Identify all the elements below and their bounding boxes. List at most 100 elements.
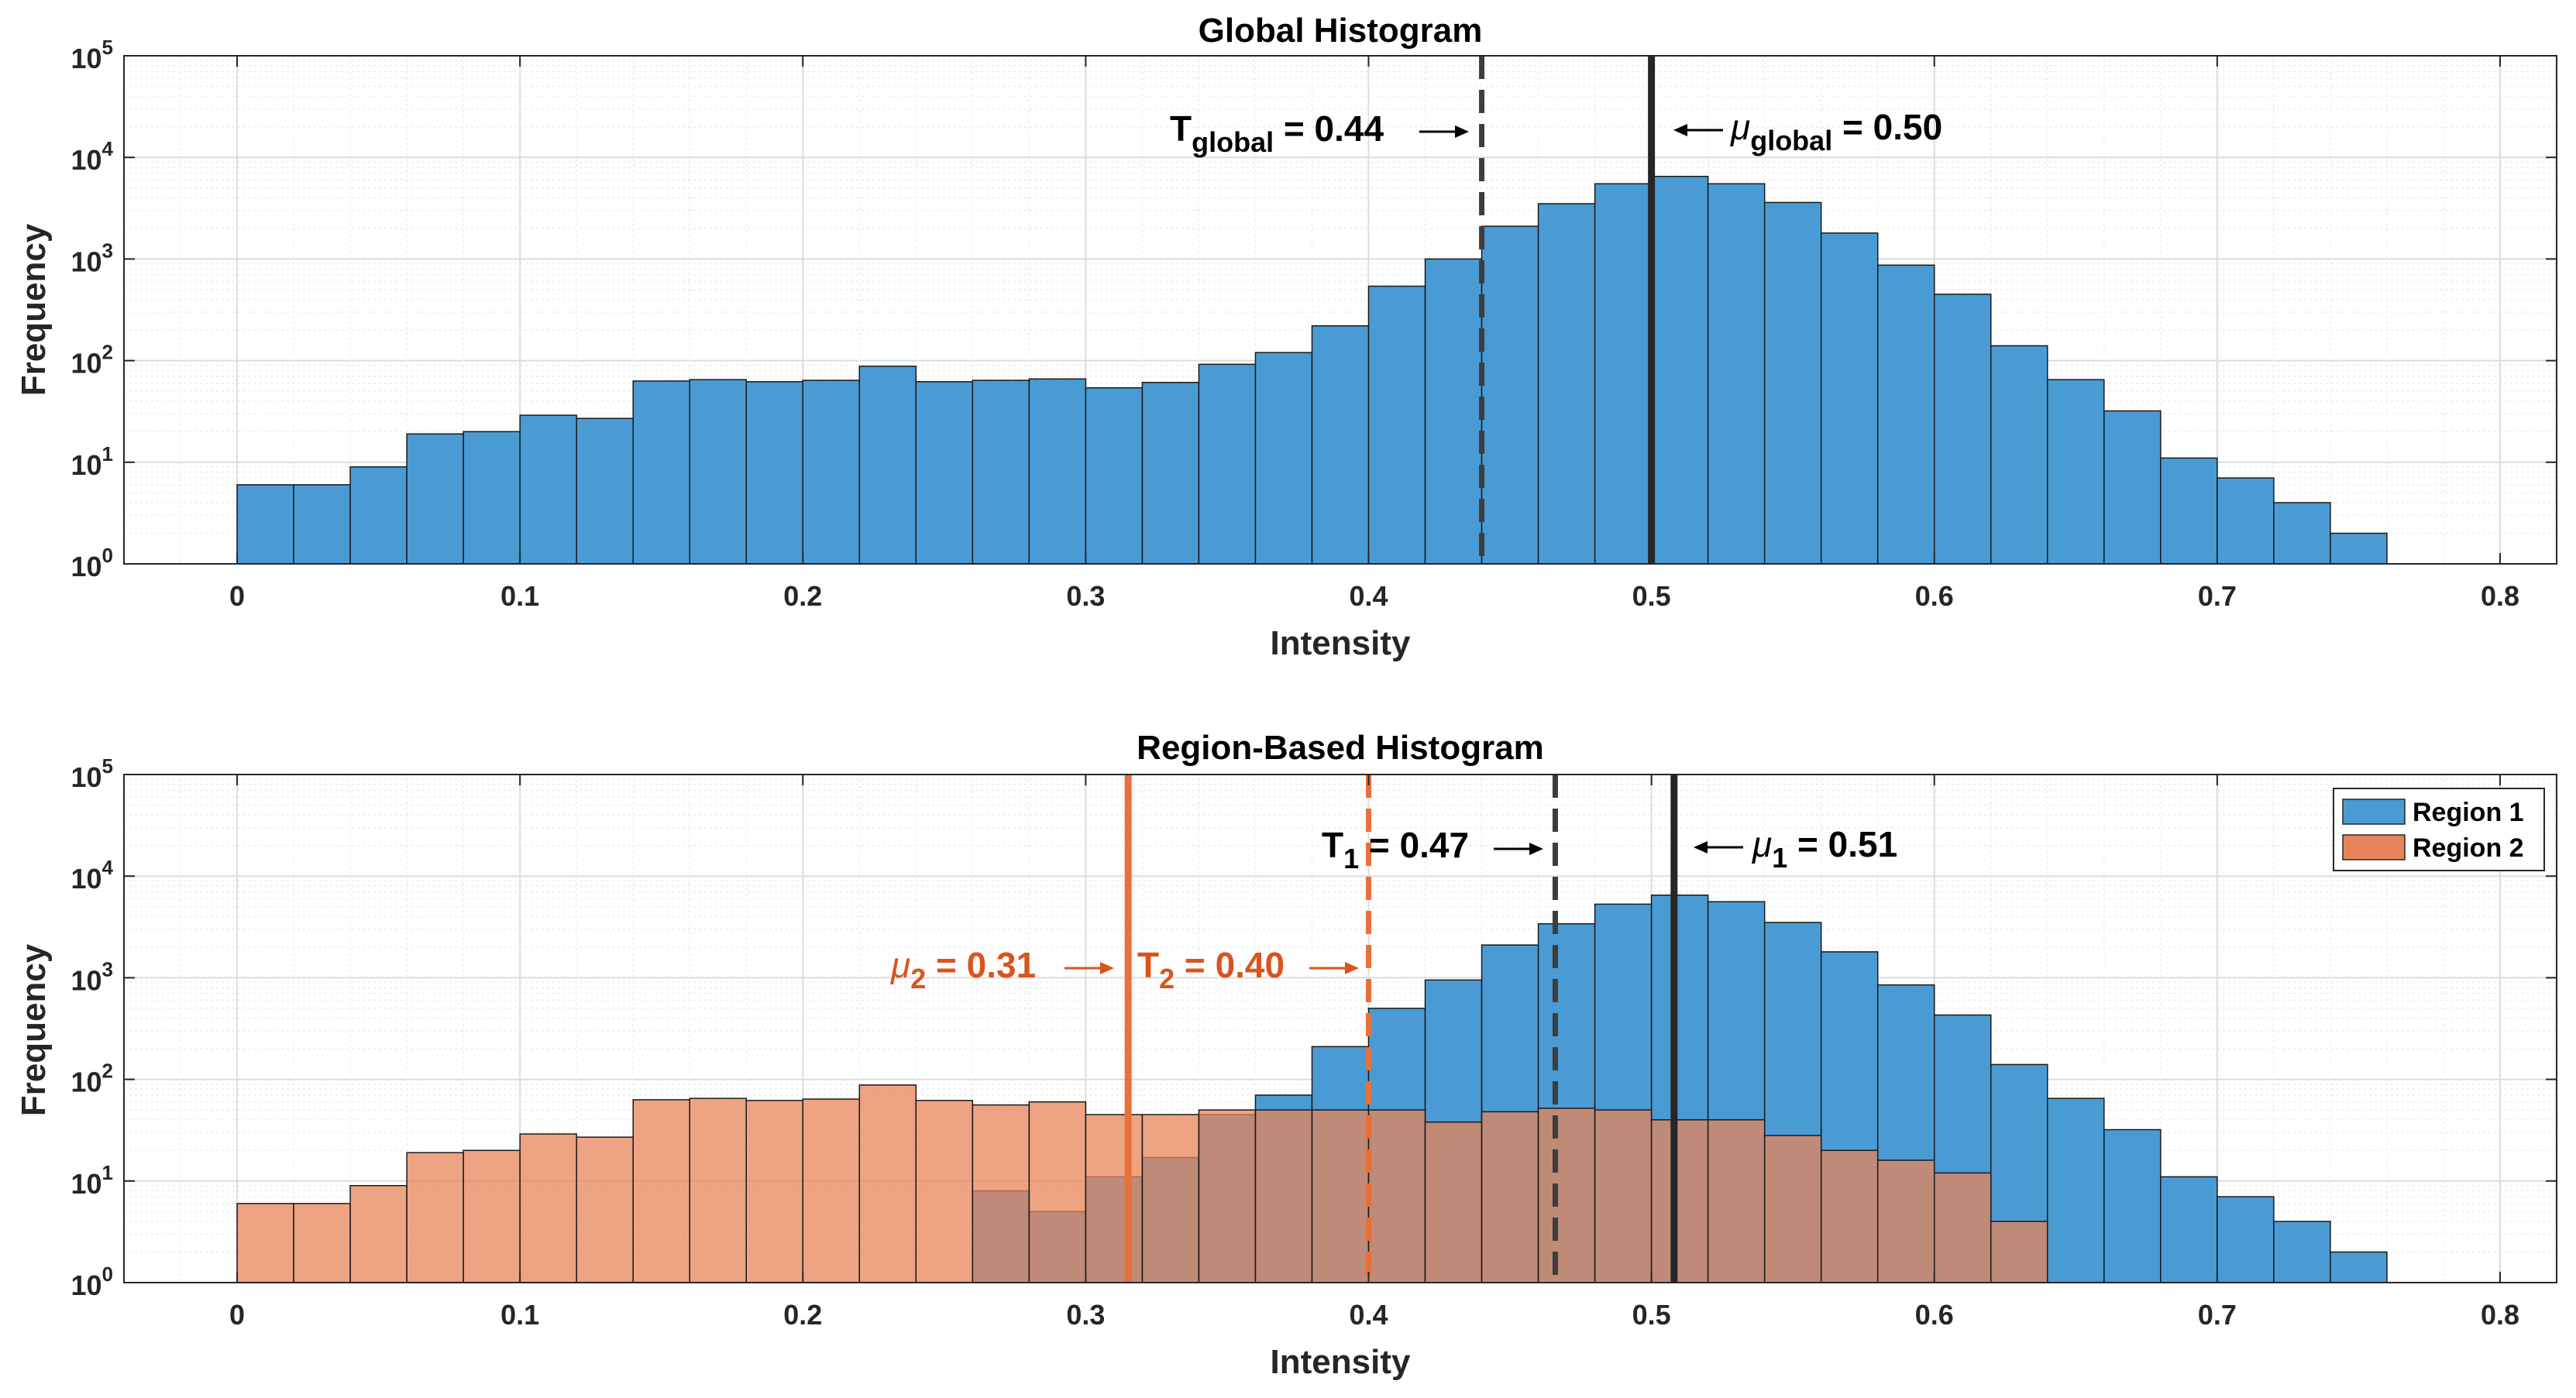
x-axis-label: Intensity	[1271, 624, 1411, 662]
mu2-annotation: μ2 = 0.31	[890, 945, 1114, 994]
legend: Region 1 Region 2	[2333, 788, 2545, 871]
annotation-symbol: T	[1137, 945, 1159, 985]
x-axis-label: Intensity	[1271, 1343, 1411, 1381]
y-tick-label: 103	[71, 239, 113, 277]
histogram-bar	[1537, 203, 1596, 565]
histogram-bar	[915, 381, 974, 565]
histogram-bar	[519, 414, 577, 565]
histogram-bar	[463, 431, 521, 565]
svg-text:T1 = 0.47: T1 = 0.47	[1322, 825, 1469, 874]
svg-text:T2 = 0.40: T2 = 0.40	[1137, 945, 1285, 994]
x-tick-label: 0.5	[1632, 580, 1671, 612]
histogram-bar	[1028, 378, 1087, 565]
histogram-bar	[1367, 1109, 1426, 1283]
bars-region-2	[236, 1084, 2048, 1283]
svg-text:μglobal = 0.50: μglobal = 0.50	[1730, 107, 1942, 156]
histogram-bar	[1254, 1109, 1313, 1283]
histogram-bar	[293, 484, 351, 565]
plot-frame	[123, 55, 2557, 565]
x-tick-label: 0.8	[2481, 580, 2519, 612]
legend-swatch-region-1	[2342, 799, 2406, 825]
y-tick-label: 105	[71, 36, 113, 74]
histogram-bar	[1198, 1109, 1257, 1283]
x-tick-label: 0.4	[1349, 580, 1388, 612]
x-tick-label: 0.3	[1066, 580, 1105, 612]
y-tick-label: 102	[71, 341, 113, 380]
histogram-bar	[915, 1100, 974, 1283]
annotation-subscript: 1	[1343, 843, 1359, 874]
y-tick-label: 101	[71, 1161, 113, 1200]
histogram-bar	[1141, 1114, 1200, 1283]
histogram-bar	[972, 1104, 1030, 1283]
annotation-value: = 0.44	[1274, 108, 1384, 149]
annotation-subscript: 1	[1772, 842, 1787, 874]
histogram-bar	[2330, 532, 2388, 565]
x-tick-label: 0.6	[1915, 580, 1954, 612]
histogram-bar	[858, 1084, 917, 1283]
y-axis-label: Frequency	[15, 223, 53, 396]
histogram-bar	[1198, 363, 1257, 565]
y-tick-label: 104	[71, 137, 113, 176]
mu-global-annotation: μglobal = 0.50	[1673, 107, 1942, 156]
x-tick-label: 0.1	[500, 1299, 539, 1331]
y-tick-label: 102	[71, 1060, 113, 1098]
histogram-bar	[972, 380, 1030, 565]
histogram-bar	[632, 380, 690, 565]
histogram-bar	[1424, 1121, 1483, 1283]
threshold-lines	[1479, 56, 1656, 564]
axis-ticks: 0 0.1 0.2 0.3 0.4 0.5 0.6 0.7 0.8 100 101 102 103 104…	[71, 36, 2557, 612]
y-tick-label: 103	[71, 957, 113, 996]
svg-text:μ2 = 0.31: μ2 = 0.31	[890, 945, 1036, 994]
histogram-bar	[1820, 232, 1879, 565]
histogram-bar	[576, 417, 634, 565]
histogram-bar	[1933, 1172, 1992, 1283]
x-tick-label: 0.8	[2481, 1299, 2519, 1331]
x-tick-label: 0	[229, 1299, 245, 1331]
annotation-value: = 0.31	[926, 945, 1036, 985]
histogram-bar	[1933, 294, 1992, 565]
chart-title: Global Histogram	[1199, 12, 1483, 50]
histogram-bar	[858, 366, 917, 565]
annotation-symbol: μ	[890, 945, 910, 985]
x-tick-label: 0.2	[783, 1299, 822, 1331]
histogram-bar	[519, 1133, 577, 1283]
histogram-bar	[1876, 1159, 1935, 1283]
histogram-bar	[236, 484, 294, 565]
histogram-bar	[1650, 1119, 1709, 1283]
histogram-bar	[463, 1149, 521, 1283]
histogram-bar	[2273, 502, 2331, 565]
x-tick-label: 0	[229, 580, 245, 612]
histogram-bar	[1990, 1221, 2048, 1283]
histogram-bar	[2273, 1221, 2331, 1283]
histogram-bar	[1424, 258, 1483, 565]
histogram-bar	[2103, 1128, 2162, 1283]
histogram-bar	[1594, 1109, 1653, 1283]
histogram-bar	[1707, 183, 1766, 565]
histogram-bar	[349, 1185, 408, 1283]
histogram-bar	[406, 1152, 464, 1283]
histogram-bar	[689, 1097, 748, 1283]
y-tick-label: 104	[71, 856, 113, 895]
t1-annotation: T1 = 0.47	[1322, 825, 1543, 874]
histogram-bar	[1085, 1114, 1144, 1283]
histogram-bar	[2217, 477, 2275, 565]
histogram-bar	[2160, 457, 2218, 565]
legend-swatch-region-2	[2342, 834, 2406, 860]
svg-text:μ1 = 0.51: μ1 = 0.51	[1752, 824, 1897, 874]
global-histogram-panel: 0 0.1 0.2 0.3 0.4 0.5 0.6 0.7 0.8 100 101 102 103 104…	[15, 12, 2557, 662]
annotation-subscript: global	[1750, 125, 1832, 156]
histogram-bar	[406, 433, 464, 565]
histogram-bar	[1311, 325, 1370, 565]
histogram-bar	[1481, 1111, 1539, 1283]
histogram-bar	[1876, 264, 1935, 565]
svg-text:Tglobal = 0.44: Tglobal = 0.44	[1170, 108, 1384, 158]
y-tick-label: 101	[71, 442, 113, 481]
histogram-bar	[1028, 1101, 1087, 1283]
histogram-bar	[236, 1203, 294, 1283]
histogram-bar	[632, 1099, 690, 1283]
y-axis-label: Frequency	[15, 943, 53, 1116]
histogram-bar	[2330, 1251, 2388, 1283]
region-histogram-panel: 0 0.1 0.2 0.3 0.4 0.5 0.6 0.7 0.8 100 101 102 103 104…	[15, 729, 2557, 1381]
histogram-bar	[2160, 1176, 2218, 1283]
